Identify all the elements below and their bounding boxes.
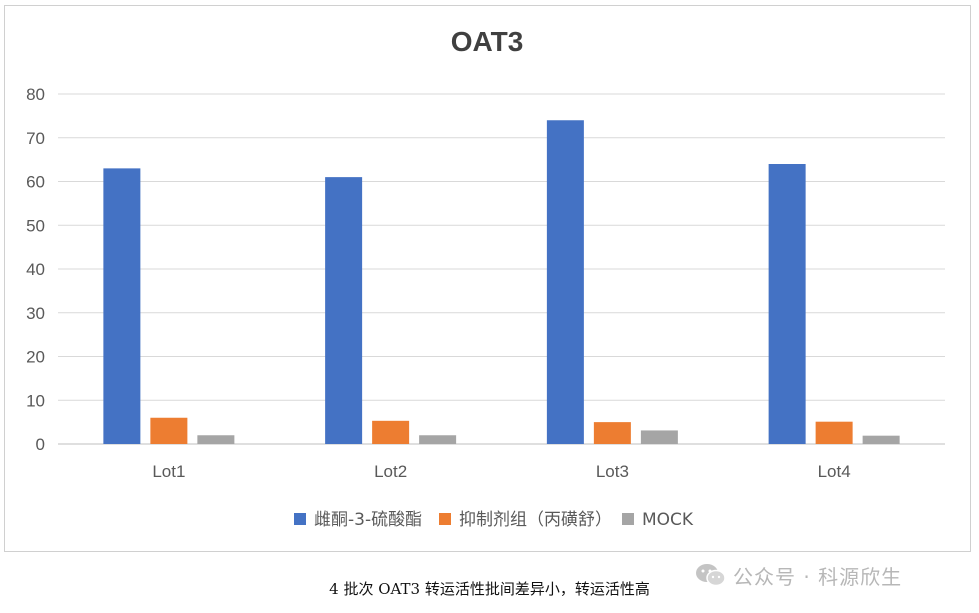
legend-swatch <box>439 513 451 525</box>
y-tick-label: 80 <box>26 85 45 104</box>
bar-lot1-series-1 <box>103 168 141 444</box>
y-axis-ticks: 0 10 20 30 40 50 60 70 80 <box>26 85 45 454</box>
x-tick-label: Lot1 <box>152 462 185 481</box>
y-tick-label: 40 <box>26 260 45 279</box>
chart-title: OAT3 <box>451 26 524 57</box>
bar-lot4-series-2 <box>815 421 853 444</box>
legend-item-1: 雌酮-3-硫酸酯 <box>294 510 422 530</box>
chart-frame: OAT3 0 10 20 30 40 50 60 70 80 Lot1 Lot2 Lot3 Lot4 … <box>4 5 971 552</box>
y-tick-label: 10 <box>26 391 45 410</box>
legend-label: 雌酮-3-硫酸酯 <box>314 510 422 530</box>
legend-swatch <box>294 513 306 525</box>
y-tick-label: 60 <box>26 173 45 192</box>
bar-lot2-series-1 <box>325 177 363 444</box>
legend-item-2: 抑制剂组（丙磺舒） <box>439 510 612 530</box>
y-tick-label: 30 <box>26 304 45 323</box>
watermark: 公众号 · 科源欣生 <box>695 561 902 589</box>
y-tick-label: 0 <box>36 435 45 454</box>
bar-lot4-series-3 <box>862 435 900 444</box>
x-tick-label: Lot3 <box>596 462 629 481</box>
y-tick-label: 20 <box>26 348 45 367</box>
bar-lot2-series-2 <box>372 420 410 444</box>
x-tick-label: Lot4 <box>818 462 851 481</box>
legend: 雌酮-3-硫酸酯 抑制剂组（丙磺舒） MOCK <box>294 510 694 530</box>
x-axis-ticks: Lot1 Lot2 Lot3 Lot4 <box>152 462 850 481</box>
y-tick-label: 50 <box>26 216 45 235</box>
bar-lot3-series-3 <box>640 430 678 444</box>
wechat-icon <box>696 564 726 587</box>
bar-lot2-series-3 <box>419 435 457 444</box>
watermark-text: 公众号 · 科源欣生 <box>733 564 903 589</box>
legend-item-3: MOCK <box>622 510 694 530</box>
x-tick-label: Lot2 <box>374 462 407 481</box>
legend-swatch <box>622 513 634 525</box>
bar-lot3-series-2 <box>593 422 631 444</box>
gridlines <box>58 93 945 445</box>
y-tick-label: 70 <box>26 129 45 148</box>
figure-caption: 4 批次 OAT3 转运活性批间差异小，转运活性高 <box>329 580 650 598</box>
bar-lot3-series-1 <box>546 120 584 444</box>
legend-label: 抑制剂组（丙磺舒） <box>459 510 612 530</box>
bar-lot1-series-2 <box>150 417 188 444</box>
bar-lot1-series-3 <box>197 435 235 444</box>
bars <box>103 120 900 444</box>
legend-label: MOCK <box>642 510 694 530</box>
bar-lot4-series-1 <box>768 164 806 444</box>
